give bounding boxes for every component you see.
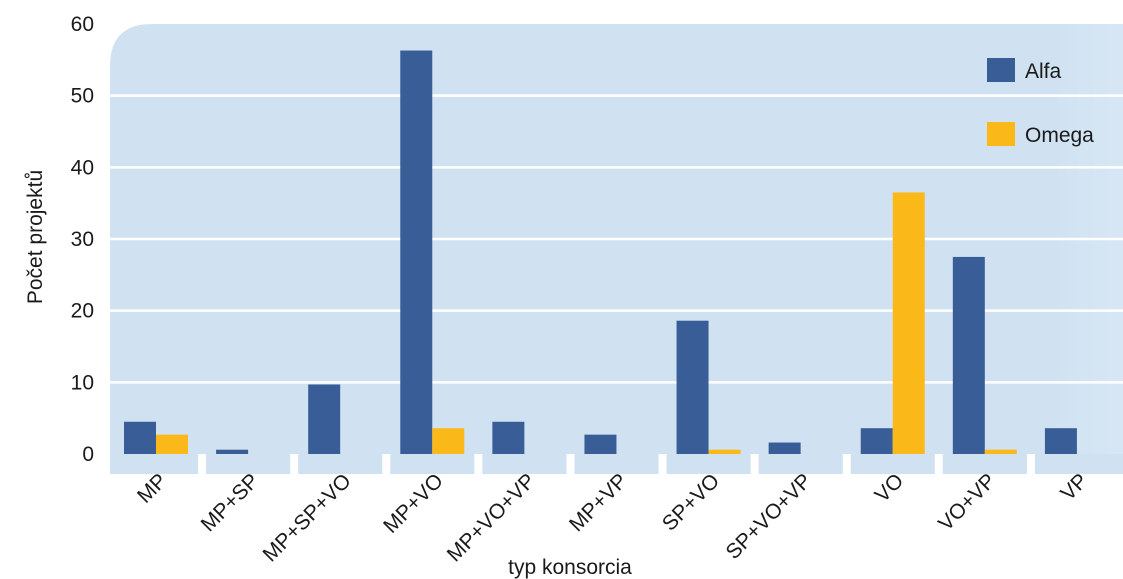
bar-alfa-mp-vp (584, 434, 617, 454)
bar-alfa-mp-sp-vo (308, 384, 341, 454)
bars (124, 50, 1077, 455)
x-tick-label: MP+VO (379, 469, 448, 538)
legend-label-alfa: Alfa (1025, 60, 1062, 83)
legend-swatch-omega (987, 122, 1015, 146)
bar-alfa-sp-vo (676, 320, 709, 454)
category-separator (198, 454, 207, 474)
category-separators (198, 454, 1035, 474)
bar-alfa-vp (1044, 428, 1077, 454)
category-separator (658, 454, 667, 474)
x-tick-label: VO (871, 469, 909, 507)
category-separator (566, 454, 575, 474)
y-tick-label: 50 (71, 85, 94, 108)
legend-swatch-alfa (987, 58, 1015, 82)
y-tick-label: 20 (71, 300, 94, 323)
x-tick-label: MP+VO+VP (443, 469, 540, 566)
x-tick-label: VO+VP (934, 469, 1000, 535)
x-tick-label: MP (133, 469, 172, 508)
category-separator (934, 454, 943, 474)
x-tick-label: MP+SP (197, 469, 264, 536)
category-separator (1026, 454, 1035, 474)
y-tick-label: 0 (82, 443, 94, 466)
bar-alfa-mp-sp (216, 449, 249, 454)
x-tick-label: SP+VO (658, 469, 724, 535)
legend-label-omega: Omega (1025, 124, 1094, 147)
x-tick-label: SP+VO+VP (721, 469, 816, 564)
bar-omega-vo-vp (984, 449, 1017, 454)
y-tick-label: 30 (71, 228, 94, 251)
category-separator (474, 454, 483, 474)
bar-omega-sp-vo (708, 449, 741, 454)
bar-omega-vo (892, 192, 925, 454)
bar-alfa-mp (124, 421, 156, 454)
legend: Alfa Omega (987, 58, 1094, 147)
category-separator (750, 454, 759, 474)
x-tick-label: VP (1056, 469, 1092, 505)
y-axis-label: Počet projektů (24, 170, 47, 304)
y-tick-label: 10 (71, 371, 94, 394)
x-tick-label: MP+VP (565, 469, 632, 536)
bar-alfa-vo (860, 428, 893, 454)
bar-alfa-vo-vp (952, 256, 985, 454)
y-tick-label: 60 (71, 13, 94, 36)
bar-alfa-mp-vo-vp (492, 421, 525, 454)
bar-omega-mp-vo (432, 428, 465, 454)
y-tick-label: 40 (71, 156, 94, 179)
category-separator (290, 454, 299, 474)
bar-alfa-mp-vo (400, 50, 433, 455)
x-axis-label: typ konsorcia (508, 556, 632, 579)
category-separator (842, 454, 851, 474)
bar-alfa-sp-vo-vp (768, 442, 801, 454)
category-separator (382, 454, 391, 474)
x-tick-label: MP+SP+VO (259, 469, 356, 566)
y-axis-ticks: 0 10 20 30 40 50 60 (71, 13, 94, 466)
x-axis-band (110, 454, 1123, 474)
bar-omega-mp (156, 434, 188, 454)
